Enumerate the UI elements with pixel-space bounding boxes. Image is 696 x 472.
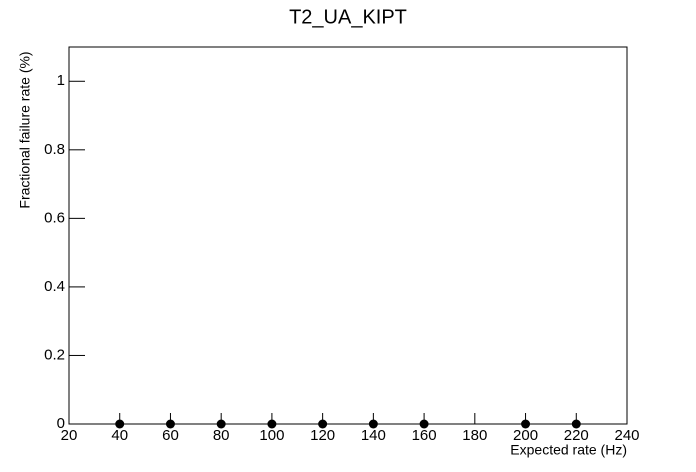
data-point [216, 419, 226, 429]
data-point [571, 419, 581, 429]
data-point [318, 419, 328, 429]
data-point [165, 419, 175, 429]
x-tick-label: 40 [111, 427, 128, 444]
x-tick-label: 220 [564, 427, 589, 444]
x-tick-label: 200 [513, 427, 538, 444]
y-tick-label: 0.2 [44, 346, 65, 363]
x-tick-label: 120 [310, 427, 335, 444]
x-tick-label: 160 [412, 427, 437, 444]
y-tick-label: 0.8 [44, 141, 65, 158]
data-point [419, 419, 429, 429]
y-axis-label: Fractional failure rate (%) [17, 51, 33, 208]
y-tick-label: 1 [57, 72, 65, 89]
y-tick-label: 0.6 [44, 209, 65, 226]
y-tick-label: 0 [57, 415, 65, 432]
x-tick-label: 80 [213, 427, 230, 444]
x-tick-label: 20 [61, 427, 78, 444]
data-point [115, 419, 125, 429]
data-point [267, 419, 277, 429]
x-tick-label: 180 [462, 427, 487, 444]
x-tick-label: 240 [614, 427, 639, 444]
x-tick-label: 100 [259, 427, 284, 444]
plot-frame [68, 46, 628, 425]
chart-title: T2_UA_KIPT [289, 6, 407, 28]
x-tick-label: 60 [162, 427, 179, 444]
x-tick-label: 140 [361, 427, 386, 444]
data-point [368, 419, 378, 429]
x-axis-label: Expected rate (Hz) [510, 442, 627, 458]
data-point [521, 419, 531, 429]
y-tick-label: 0.4 [44, 278, 65, 295]
